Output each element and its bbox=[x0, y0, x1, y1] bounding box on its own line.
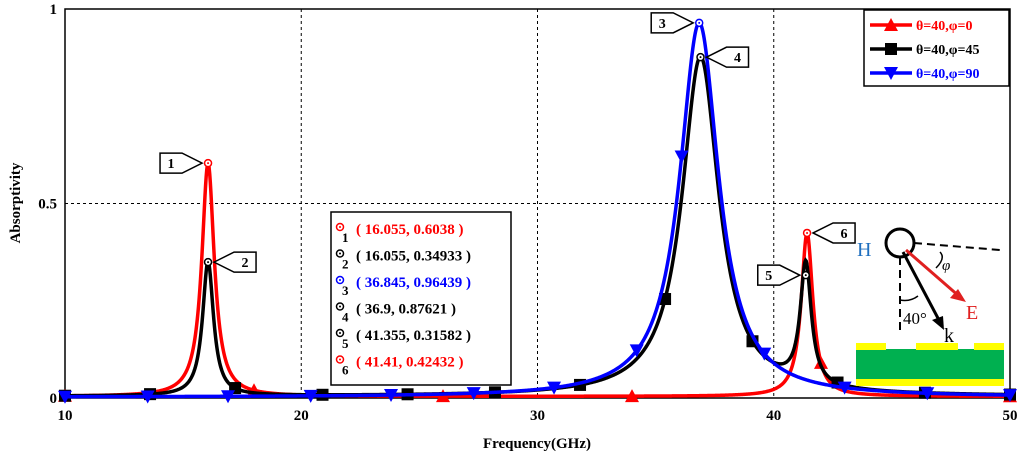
data-point-flag-label: 4 bbox=[734, 51, 741, 66]
legend-label: θ=40,φ=90 bbox=[916, 67, 980, 82]
data-tip-marker-dot bbox=[339, 358, 341, 361]
series-line-0 bbox=[64, 159, 1010, 398]
phi-arc bbox=[935, 251, 943, 269]
series-marker bbox=[629, 344, 644, 358]
legend: θ=40,φ=0 θ=40,φ=45 θ=40,φ=90 bbox=[863, 9, 1010, 87]
y-tick-label: 0.5 bbox=[38, 197, 57, 213]
legend-label: θ=40,φ=45 bbox=[916, 43, 980, 58]
series-marker bbox=[837, 381, 852, 395]
series-marker bbox=[466, 387, 481, 401]
legend-marker-icon bbox=[884, 18, 898, 31]
phi-angle-label: φ bbox=[942, 258, 950, 274]
data-point-flags: 1 2 3 4 5 6 bbox=[159, 12, 856, 286]
data-tip-marker-dot bbox=[339, 252, 341, 255]
data-point-flag bbox=[212, 251, 257, 273]
data-point-dot bbox=[207, 261, 210, 264]
data-tip-marker-dot bbox=[339, 332, 341, 334]
y-axis-label: Absorptivity bbox=[8, 162, 24, 243]
data-point-flag bbox=[757, 264, 802, 286]
data-tip-label: ( 16.055, 0.34933 ) bbox=[356, 249, 471, 265]
k-wave-label: k bbox=[944, 325, 954, 347]
data-tip-index: 4 bbox=[342, 310, 349, 325]
k-wave-arrow-icon bbox=[901, 251, 942, 323]
e-field-arrow-icon bbox=[905, 248, 961, 299]
data-tip-label: ( 41.355, 0.31582 ) bbox=[356, 328, 471, 344]
incidence-inset-diagram: H E k φ 40° bbox=[856, 227, 1004, 386]
grid-lines bbox=[65, 9, 1010, 398]
series-marker bbox=[547, 381, 562, 395]
x-tick-labels: 10 20 30 40 50 bbox=[58, 408, 1018, 424]
metal-patch-3 bbox=[974, 343, 1004, 350]
x-tick-label: 30 bbox=[530, 408, 545, 424]
data-tip-index: 6 bbox=[342, 363, 349, 378]
data-point-dot bbox=[804, 274, 807, 277]
data-tip-label: ( 36.9, 0.87621 ) bbox=[356, 302, 456, 318]
x-tick-label: 20 bbox=[294, 408, 309, 424]
data-point-flag-label: 5 bbox=[765, 269, 772, 284]
series-marker bbox=[1003, 389, 1017, 403]
data-tip-marker-dot bbox=[339, 305, 341, 308]
data-tip-label: ( 36.845, 0.96439 ) bbox=[356, 275, 471, 291]
h-field-label: H bbox=[857, 239, 871, 261]
data-tip-index: 3 bbox=[342, 283, 349, 298]
x-tick-label: 50 bbox=[1003, 408, 1018, 424]
theta-angle-label: 40° bbox=[903, 309, 927, 328]
data-tip-label: ( 16.055, 0.6038 ) bbox=[356, 222, 464, 238]
y-tick-labels: 00.51 bbox=[38, 2, 57, 407]
data-tip-index: 5 bbox=[342, 336, 349, 351]
data-tip-label: ( 41.41, 0.42432 ) bbox=[356, 355, 464, 371]
k-wave-arrowhead-icon bbox=[932, 316, 944, 330]
e-field-arrowhead-icon bbox=[950, 289, 966, 302]
data-point-flag-label: 6 bbox=[841, 227, 848, 242]
series-layer bbox=[58, 20, 1017, 404]
series-marker bbox=[757, 347, 772, 361]
data-tip-index: 2 bbox=[342, 257, 349, 272]
legend-marker-icon bbox=[885, 43, 897, 55]
legend-marker-icon bbox=[884, 67, 898, 80]
series-marker bbox=[58, 390, 72, 404]
y-tick-label: 1 bbox=[50, 2, 58, 18]
data-point-flag bbox=[811, 222, 856, 244]
data-point-flag-label: 3 bbox=[659, 17, 666, 32]
series-marker bbox=[303, 389, 318, 403]
data-point-dot bbox=[698, 21, 701, 24]
ground-plane bbox=[856, 379, 1004, 386]
y-tick-label: 0 bbox=[50, 391, 58, 407]
data-point-flag-label: 2 bbox=[242, 256, 249, 271]
substrate-layer bbox=[856, 349, 1004, 379]
data-point-dot bbox=[207, 162, 210, 165]
theta-arc bbox=[899, 295, 919, 302]
data-tip-box-border bbox=[330, 211, 512, 386]
series-marker bbox=[625, 389, 639, 403]
e-field-label: E bbox=[966, 302, 978, 324]
plot-area-border bbox=[64, 8, 1011, 399]
data-tip-marker-dot bbox=[339, 279, 341, 281]
series-marker bbox=[920, 387, 935, 401]
metal-patch-1 bbox=[856, 343, 886, 350]
metal-patch-2 bbox=[916, 343, 958, 350]
x-tick-label: 40 bbox=[766, 408, 781, 424]
legend-rows: θ=40,φ=0 θ=40,φ=45 θ=40,φ=90 bbox=[870, 18, 980, 82]
data-point-flag bbox=[704, 46, 750, 68]
series-line-2 bbox=[65, 20, 1011, 399]
data-tip-rows: 1 ( 16.055, 0.6038 ) 2 ( 16.055, 0.34933 ) 3… bbox=[335, 222, 471, 378]
x-axis-label: Frequency(GHz) bbox=[483, 436, 591, 452]
series-marker bbox=[384, 389, 399, 403]
series-marker bbox=[140, 390, 155, 404]
data-point-dot bbox=[699, 56, 702, 59]
series-marker bbox=[221, 390, 236, 404]
legend-label: θ=40,φ=0 bbox=[916, 19, 973, 34]
reference-dashed-line bbox=[913, 242, 1001, 251]
data-point-flag bbox=[650, 12, 695, 34]
data-tip-box: 1 ( 16.055, 0.6038 ) 2 ( 16.055, 0.34933 ) 3… bbox=[330, 211, 512, 386]
data-tip-index: 1 bbox=[342, 230, 349, 245]
data-point-dot bbox=[806, 231, 809, 234]
series-2 bbox=[58, 20, 1017, 404]
data-tip-marker-dot bbox=[339, 226, 341, 228]
series-marker bbox=[674, 150, 689, 164]
data-point-flag-label: 1 bbox=[168, 157, 175, 172]
x-tick-label: 10 bbox=[58, 408, 73, 424]
data-point-flag bbox=[159, 152, 204, 174]
